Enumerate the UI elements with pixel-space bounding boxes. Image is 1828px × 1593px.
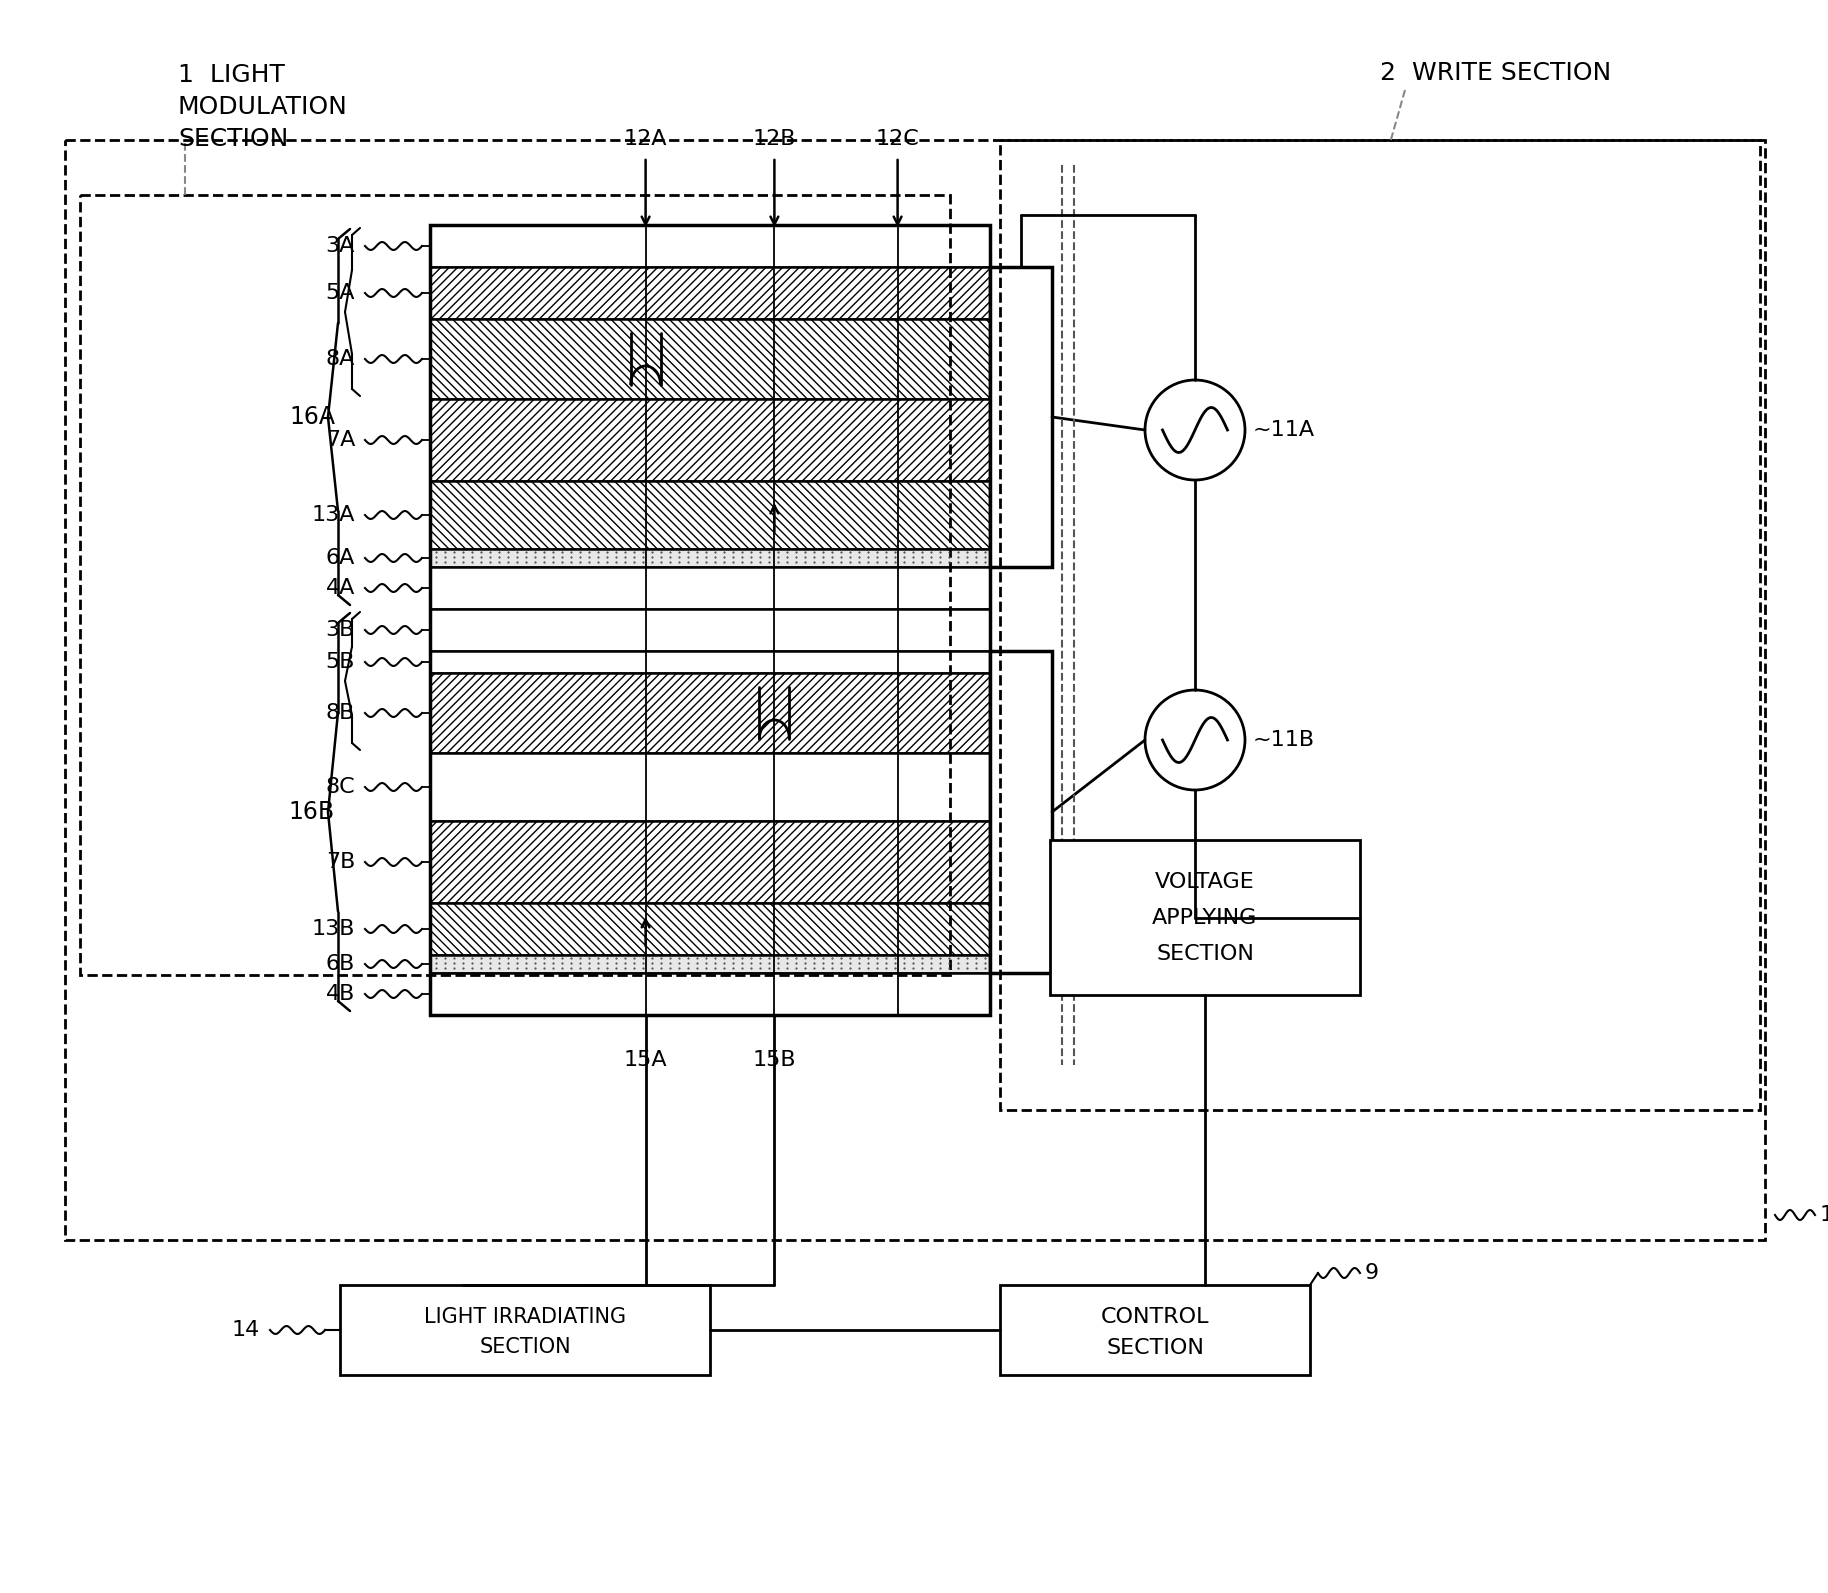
Text: 1  LIGHT: 1 LIGHT [177, 64, 285, 88]
Text: 16A: 16A [289, 405, 335, 429]
Text: 7B: 7B [325, 852, 355, 871]
Bar [430, 954, 991, 973]
Text: 7A: 7A [325, 430, 355, 449]
Text: SECTION: SECTION [479, 1337, 570, 1357]
Text: 6B: 6B [325, 954, 355, 973]
Text: 16B: 16B [289, 800, 335, 824]
Bar [430, 652, 991, 672]
Text: SECTION: SECTION [1155, 945, 1254, 964]
Text: 12A: 12A [623, 129, 667, 150]
Bar [66, 140, 1766, 1239]
Text: ~11B: ~11B [1252, 730, 1314, 750]
Bar [430, 973, 991, 1015]
Text: 13B: 13B [311, 919, 355, 938]
Bar [430, 903, 991, 954]
Text: LIGHT IRRADIATING: LIGHT IRRADIATING [424, 1306, 625, 1327]
Text: 5B: 5B [325, 652, 355, 672]
Bar [430, 481, 991, 550]
Bar [1000, 140, 1760, 1110]
Bar [430, 398, 991, 481]
Text: 3B: 3B [325, 620, 355, 640]
Bar [430, 225, 991, 1015]
Text: 6A: 6A [325, 548, 355, 569]
Text: 12C: 12C [876, 129, 919, 150]
Bar [430, 672, 991, 753]
Bar [430, 753, 991, 820]
Text: VOLTAGE: VOLTAGE [1155, 871, 1254, 892]
Text: 3A: 3A [325, 236, 355, 256]
Bar [991, 652, 1051, 973]
Text: 4B: 4B [325, 984, 355, 1004]
Bar [430, 820, 991, 903]
Text: 13A: 13A [311, 505, 355, 526]
Text: ~11A: ~11A [1252, 421, 1314, 440]
Text: SECTION: SECTION [177, 127, 289, 151]
Bar [1000, 1286, 1311, 1375]
Bar [430, 319, 991, 398]
Text: MODULATION: MODULATION [177, 96, 347, 119]
Text: 9: 9 [1366, 1263, 1378, 1282]
Text: 15A: 15A [623, 1050, 667, 1070]
Bar [430, 268, 991, 319]
Text: 2  WRITE SECTION: 2 WRITE SECTION [1380, 61, 1610, 84]
Text: 8B: 8B [325, 703, 355, 723]
Text: 14: 14 [232, 1321, 260, 1340]
Bar [80, 194, 951, 975]
Text: CONTROL: CONTROL [1100, 1306, 1210, 1327]
Bar [430, 550, 991, 567]
Text: 8A: 8A [325, 349, 355, 370]
Bar [430, 609, 991, 652]
Bar [1049, 840, 1360, 996]
Text: 12B: 12B [753, 129, 797, 150]
Bar [430, 225, 991, 268]
Bar [991, 268, 1051, 567]
Text: 8C: 8C [325, 777, 355, 796]
Bar [430, 567, 991, 609]
Text: 5A: 5A [325, 284, 355, 303]
Text: 15B: 15B [753, 1050, 797, 1070]
Text: SECTION: SECTION [1106, 1338, 1205, 1357]
Text: 10: 10 [1821, 1204, 1828, 1225]
Bar [340, 1286, 709, 1375]
Text: 4A: 4A [325, 578, 355, 597]
Text: APPLYING: APPLYING [1152, 908, 1258, 929]
